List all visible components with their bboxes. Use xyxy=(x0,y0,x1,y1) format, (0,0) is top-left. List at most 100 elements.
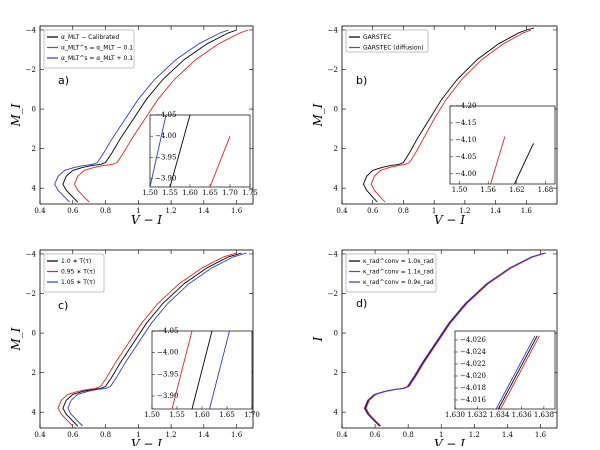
y-axis-label: I xyxy=(311,336,325,342)
inset-x-tick-label: 1.70 xyxy=(244,411,260,419)
legend-label: α_MLT^s = α_MLT + 0.1 xyxy=(61,55,133,62)
x-tick-label: 0.8 xyxy=(403,431,414,439)
inset-y-tick-label: −4.00 xyxy=(155,132,176,140)
legend: κ_rad^conv = 1.0κ_rad κ_rad^conv = 1.1κ_r… xyxy=(345,253,437,293)
inset-series-line-2 xyxy=(500,335,540,410)
inset-series-line-3 xyxy=(209,136,231,188)
legend-box xyxy=(345,29,429,53)
x-tick-label: 1 xyxy=(432,207,436,215)
panel-label: c) xyxy=(58,299,68,312)
x-tick-label: 0.4 xyxy=(34,207,46,215)
x-tick-label: 1.2 xyxy=(459,207,470,215)
inset: 1.50 1.55 1.60 1.65 1.70 −3.90 −3.95 −4.00 −4.05 xyxy=(144,327,260,419)
y-tick-label: 2 xyxy=(334,369,338,377)
legend-label: κ_rad^conv = 1.0κ_rad xyxy=(363,258,434,265)
inset-series-line-2 xyxy=(191,330,213,410)
inset-x-tick-label: 1.65 xyxy=(219,411,235,419)
inset-y-tick-label: −4.024 xyxy=(460,348,486,356)
inset-y-tick-label: −3.90 xyxy=(155,175,176,183)
x-tick-label: 0.6 xyxy=(67,431,79,439)
y-tick-label: 4 xyxy=(32,409,37,417)
x-axis-label: V − I xyxy=(434,437,465,446)
inset-x-tick-label: 1.65 xyxy=(202,189,218,197)
inset-series-line-1 xyxy=(149,114,167,188)
y-tick-label: 0 xyxy=(32,106,36,114)
plot-frame xyxy=(39,25,254,205)
y-tick-label: 2 xyxy=(334,145,338,153)
inset-x-tick-label: 1.50 xyxy=(144,411,160,419)
x-tick-label: 1.4 xyxy=(502,431,514,439)
inset-y-tick-label: −4.020 xyxy=(460,372,486,380)
inset-y-tick-label: −4.15 xyxy=(455,119,476,127)
inset-x-tick-label: 1.634 xyxy=(489,411,510,419)
inset-series-line-3 xyxy=(209,330,230,410)
legend-label: 0.95 ∗ T(τ) xyxy=(61,269,95,276)
y-tick-label: 4 xyxy=(32,185,37,193)
y-tick-label: −2 xyxy=(328,290,338,298)
panel-1: 0.4 0.6 0.8 1 1.2 1.4 1.6 4 2 0 −2 −4 V − I M_I a) α_ML… xyxy=(9,25,258,227)
y-axis-label: M_I xyxy=(9,327,23,351)
x-tick-label: 0.6 xyxy=(370,431,382,439)
x-tick-label: 0.8 xyxy=(100,431,111,439)
inset: 1.50 1.55 1.60 1.65 1.70 1.75−3.90−3.95−4.00−… xyxy=(142,111,258,197)
series-line-2 xyxy=(370,29,532,203)
x-tick-label: 1.4 xyxy=(198,207,210,215)
y-tick-label: 2 xyxy=(32,369,36,377)
x-tick-label: 0.6 xyxy=(67,207,79,215)
inset-x-tick-label: 1.630 xyxy=(445,411,465,419)
series-line-1 xyxy=(62,29,237,203)
inset-x-tick-label: 1.636 xyxy=(512,411,533,419)
inset: 1.50 1.56 1.62 1.68 −4.00 −4.05 −4.10 −4.15 −4.2… xyxy=(449,102,556,194)
series-line-1 xyxy=(62,252,242,427)
panel-label: b) xyxy=(356,74,367,87)
x-tick-label: 0.4 xyxy=(34,431,46,439)
panel-3: 0.4 0.6 0.8 1 1.2 1.4 1.6 4 2 0 −2 −4 V − I M_I c) 1.0 … xyxy=(9,249,260,450)
legend: GARSTEC GARSTEC (diffusion) xyxy=(345,29,429,53)
legend-label: α_MLT^s = α_MLT − 0.1 xyxy=(61,45,133,52)
legend-label: GARSTEC (diffusion) xyxy=(363,45,424,52)
legend-box xyxy=(43,253,105,293)
inset-y-tick-label: −4.016 xyxy=(460,396,486,404)
inset-y-tick-label: −4.05 xyxy=(157,327,178,335)
series-line-3 xyxy=(54,29,229,203)
panel-label: a) xyxy=(58,74,69,87)
inset-x-tick-label: 1.50 xyxy=(452,186,468,194)
y-tick-label: 0 xyxy=(334,106,338,114)
inset: 1.630 1.632 1.634 1.636 1.638 −4.016 −4.018 −4.… xyxy=(445,330,556,419)
inset-series-line-1 xyxy=(497,335,538,410)
x-tick-label: 0.4 xyxy=(336,431,348,439)
x-tick-label: 1.6 xyxy=(521,207,533,215)
inset-x-tick-label: 1.60 xyxy=(194,411,210,419)
y-tick-label: −2 xyxy=(328,66,338,74)
inset-x-tick-label: 1.75 xyxy=(242,189,258,197)
x-tick-label: 0.6 xyxy=(367,207,379,215)
legend-label: κ_rad^conv = 0.9κ_rad xyxy=(363,279,434,286)
y-tick-label: 0 xyxy=(334,330,338,338)
inset-y-tick-label: −4.20 xyxy=(455,102,476,110)
inset-series-line-2 xyxy=(514,143,534,185)
legend-label: GARSTEC xyxy=(363,34,391,41)
legend-label: 1.0 ∗ T(τ) xyxy=(61,258,91,265)
y-tick-label: 4 xyxy=(334,409,339,417)
x-tick-label: 0.8 xyxy=(398,207,409,215)
x-tick-label: 1.2 xyxy=(166,207,177,215)
inset-y-tick-label: −4.10 xyxy=(455,136,476,144)
x-axis-label: V − I xyxy=(131,437,162,446)
x-tick-label: 1.4 xyxy=(198,431,210,439)
inset-y-tick-label: −4.018 xyxy=(460,384,486,392)
series-line-3 xyxy=(67,252,247,427)
inset-y-tick-label: −3.95 xyxy=(157,370,178,378)
inset-y-tick-label: −4.026 xyxy=(460,336,486,344)
x-tick-label: 1.4 xyxy=(490,207,502,215)
inset-x-tick-label: 1.55 xyxy=(162,189,178,197)
inset-x-tick-label: 1.55 xyxy=(169,411,185,419)
inset-y-tick-label: −3.90 xyxy=(157,392,178,400)
panel-4: 0.4 0.6 0.8 1 1.2 1.4 1.6 4 2 0 −2 −4 V − I Id) κ_rad^… xyxy=(311,249,558,450)
y-tick-label: −4 xyxy=(26,26,37,34)
inset-y-tick-label: −4.00 xyxy=(157,349,178,357)
series-line-1 xyxy=(363,27,535,203)
x-tick-label: 1.2 xyxy=(469,431,480,439)
series-line-2 xyxy=(73,29,249,203)
inset-series-line-1 xyxy=(490,136,506,185)
